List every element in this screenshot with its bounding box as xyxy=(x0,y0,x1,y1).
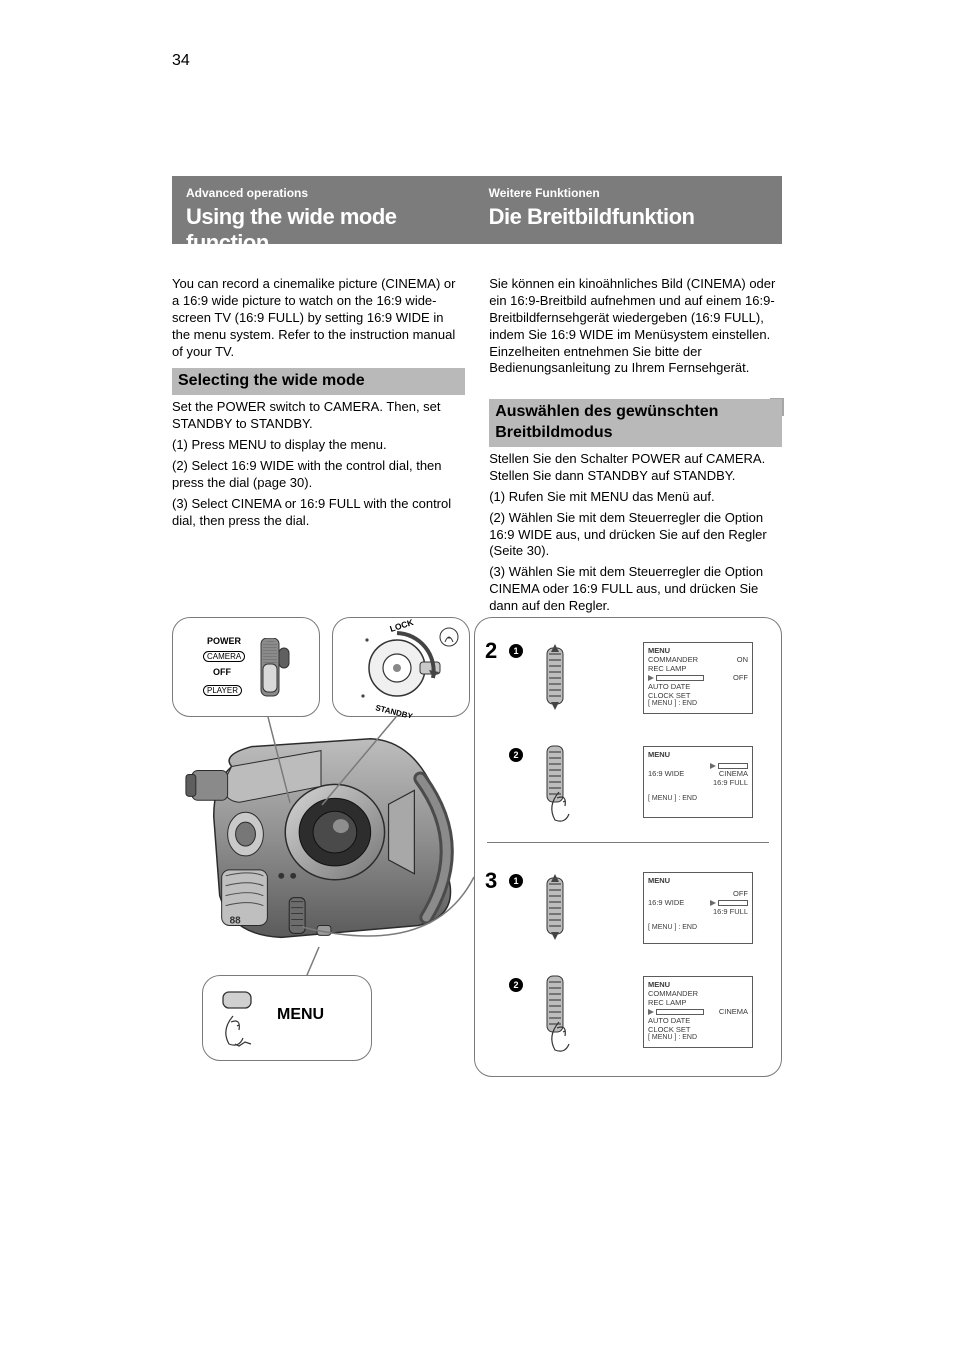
s2a-l4k: CLOCK SET xyxy=(648,691,691,700)
s3b-l0k: COMMANDER xyxy=(648,989,698,998)
step2-de: (2) Wählen Sie mit dem Steuerregler die … xyxy=(489,510,782,561)
dial-select-icon xyxy=(535,642,575,718)
dial-press-icon xyxy=(535,740,595,830)
label-menu: MENU xyxy=(277,1006,324,1024)
step1-de: (1) Rufen Sie mit MENU das Menü auf. xyxy=(489,489,782,506)
steps-intro-en: Set the POWER switch to CAMERA. Then, se… xyxy=(172,399,465,433)
screen-3b: MENU COMMANDER REC LAMP CINEMA AUTO DATE… xyxy=(643,976,753,1048)
pointer-icon xyxy=(710,900,716,906)
menu-button-icon xyxy=(221,990,273,1050)
bullet-2b: 2 xyxy=(509,978,523,992)
s3a-l1k: 16:9 WIDE xyxy=(648,898,684,907)
s2a-l2v: OFF xyxy=(733,673,748,682)
pointer-icon xyxy=(648,675,654,681)
s2a-l0k: COMMANDER xyxy=(648,655,698,664)
banner-kicker-de: Weitere Funktionen xyxy=(489,186,768,200)
bullet-1a: 1 xyxy=(509,644,523,658)
page-number-left: 34 xyxy=(172,52,190,70)
banner-title-en: Using the wide mode function xyxy=(186,204,465,256)
screen-header-3b: MENU xyxy=(648,980,670,989)
s2b-end: [ MENU ] : END xyxy=(648,795,748,802)
s3b-end: [ MENU ] : END xyxy=(648,1034,748,1041)
section-head-en: Selecting the wide mode xyxy=(172,368,465,395)
s3b-l4k: CLOCK SET xyxy=(648,1025,691,1034)
bullet-1b: 1 xyxy=(509,874,523,888)
step3-en: (3) Select CINEMA or 16:9 FULL with the … xyxy=(172,496,465,530)
screen-2a: MENU COMMANDERON REC LAMP OFF AUTO DATE … xyxy=(643,642,753,714)
s2a-l0v: ON xyxy=(737,655,748,664)
step-number-2: 2 xyxy=(485,638,497,664)
screen-3a: MENU OFF 16:9 WIDE 16:9 FULL [ MENU ] : … xyxy=(643,872,753,944)
column-english: You can record a cinemalike picture (CIN… xyxy=(172,272,465,533)
s3a-l0v: OFF xyxy=(733,889,748,898)
page-content: Advanced operations Using the wide mode … xyxy=(172,176,782,619)
s3a-l2v: 16:9 FULL xyxy=(713,907,748,916)
intro-de: Sie können ein kinoähnliches Bild (CINEM… xyxy=(489,276,782,377)
section-head-de: Auswählen des gewünschten Breitbildmodus xyxy=(489,399,782,447)
step3-de: (3) Wählen Sie mit dem Steuerregler die … xyxy=(489,564,782,615)
step2-en: (2) Select 16:9 WIDE with the control di… xyxy=(172,458,465,492)
pointer-icon xyxy=(648,1009,654,1015)
s2a-l1k: REC LAMP xyxy=(648,664,686,673)
intro-en: You can record a cinemalike picture (CIN… xyxy=(172,276,465,360)
figure-area: POWER CAMERA OFF PLAYER LOCK S xyxy=(172,617,782,1085)
step1-en: (1) Press MENU to display the menu. xyxy=(172,437,465,454)
s2b-l1v: CINEMA xyxy=(719,769,748,778)
section-banner: Advanced operations Using the wide mode … xyxy=(172,176,782,244)
banner-kicker-en: Advanced operations xyxy=(186,186,465,200)
dial-press-icon-b xyxy=(535,970,595,1060)
s2b-l2v: 16:9 FULL xyxy=(713,778,748,787)
s2a-l3k: AUTO DATE xyxy=(648,682,690,691)
bullet-2a: 2 xyxy=(509,748,523,762)
dial-select-icon-b xyxy=(535,872,575,948)
column-german: Sie können ein kinoähnliches Bild (CINEM… xyxy=(489,272,782,619)
s3a-end: [ MENU ] : END xyxy=(648,924,748,931)
banner-title-de: Die Breitbildfunktion xyxy=(489,204,768,230)
steps-intro-de: Stellen Sie den Schalter POWER auf CAMER… xyxy=(489,451,782,485)
screen-2b: MENU 16:9 WIDE CINEMA 16:9 FULL [ MENU ] … xyxy=(643,746,753,818)
s2b-l1k: 16:9 WIDE xyxy=(648,769,684,778)
sel-bar xyxy=(718,900,748,906)
screen-header-2a: MENU xyxy=(648,646,670,655)
screen-header-2b: MENU xyxy=(648,750,670,759)
s3b-l3k: AUTO DATE xyxy=(648,1016,690,1025)
sel-bar xyxy=(656,675,704,681)
s2a-end: [ MENU ] : END xyxy=(648,700,748,707)
pointer-icon xyxy=(710,763,716,769)
s3b-l1k: REC LAMP xyxy=(648,998,686,1007)
s3b-l2v: CINEMA xyxy=(719,1007,748,1016)
panel-screens: 2 1 MENU COMMANDER ON REC LAMP OFF AUTO D… xyxy=(474,617,782,1077)
two-column-body: You can record a cinemalike picture (CIN… xyxy=(172,272,782,619)
screen-header-3a: MENU xyxy=(648,876,670,885)
panel-menu-button: MENU xyxy=(202,975,372,1061)
sel-bar xyxy=(656,1009,704,1015)
step-number-3: 3 xyxy=(485,868,497,894)
